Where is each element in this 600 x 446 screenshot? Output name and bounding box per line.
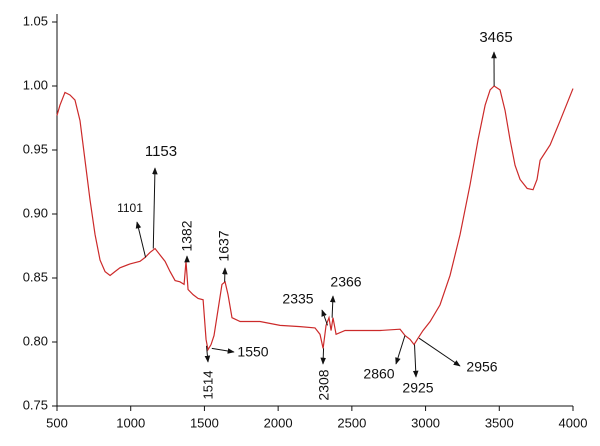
annotation-arrow <box>320 348 327 365</box>
x-tick-label: 3500 <box>485 415 514 430</box>
annotation-label: 1550 <box>237 344 268 360</box>
annotation-label: 1101 <box>117 201 143 215</box>
annotation-label: 3465 <box>479 29 512 46</box>
annotation-label: 2308 <box>316 369 332 400</box>
y-tick-label: 1.00 <box>23 77 48 92</box>
y-tick-label: 0.85 <box>23 269 48 284</box>
x-tick-label: 1000 <box>116 415 145 430</box>
y-tick-label: 0.95 <box>23 141 48 156</box>
annotation-label: 2366 <box>330 274 361 290</box>
annotation-arrow <box>211 347 235 354</box>
annotation-label: 2956 <box>466 359 497 375</box>
annotation-label: 1382 <box>179 220 195 251</box>
x-tick-label: 4000 <box>559 415 588 430</box>
y-tick-label: 0.75 <box>23 397 48 412</box>
y-tick-label: 0.80 <box>23 333 48 348</box>
annotation-arrow <box>329 295 336 318</box>
annotation-label: 2860 <box>363 366 394 382</box>
x-tick-label: 2500 <box>337 415 366 430</box>
annotation-label: 1153 <box>145 143 177 160</box>
x-tick-label: 2000 <box>264 415 293 430</box>
annotation-label: 1514 <box>200 371 215 400</box>
annotation-arrow <box>152 167 158 249</box>
x-tick-label: 500 <box>46 415 68 430</box>
annotation-arrow <box>412 344 419 378</box>
annotation-label: 1637 <box>216 230 232 261</box>
annotation-label: 2925 <box>402 380 433 396</box>
annotation-arrow <box>395 335 406 365</box>
x-tick-label: 3000 <box>411 415 440 430</box>
y-tick-label: 0.90 <box>23 205 48 220</box>
y-tick-label: 1.05 <box>23 13 48 28</box>
x-tick-label: 1500 <box>190 415 219 430</box>
annotation-label: 2335 <box>282 291 313 307</box>
spectrum-line <box>56 85 574 352</box>
annotation-arrow <box>135 221 147 258</box>
annotation-arrow <box>321 309 329 326</box>
annotation-arrow <box>204 345 211 363</box>
annotation-arrow <box>418 337 461 367</box>
